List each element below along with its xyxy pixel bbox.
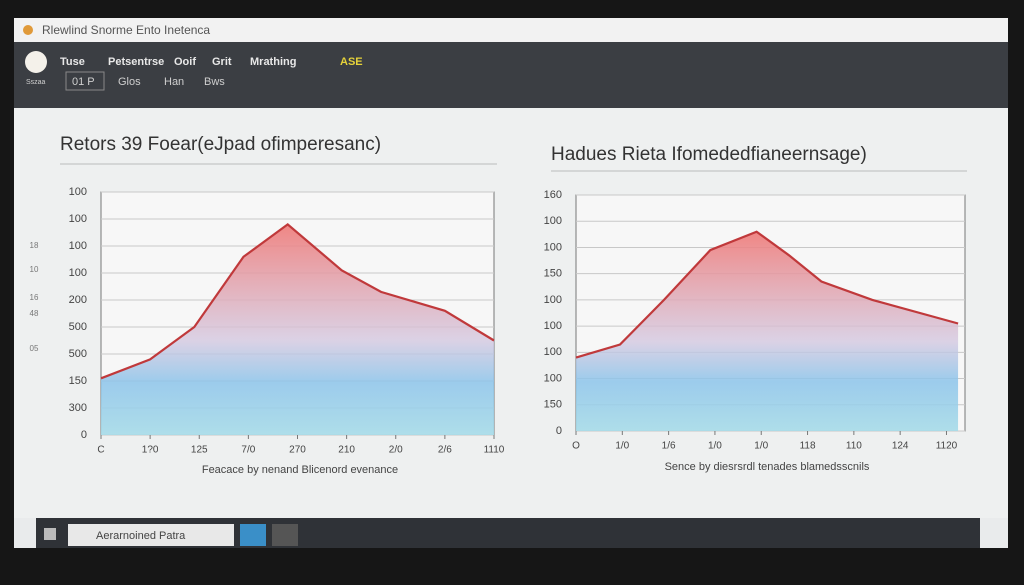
window-title: Rlewlind Snorme Ento Inetenca [42, 23, 210, 37]
y-tick-label: 160 [544, 189, 562, 201]
y-tick-label: 100 [544, 294, 562, 306]
menu-item[interactable]: Mrathing [250, 56, 296, 68]
taskbar-app[interactable] [272, 524, 298, 546]
x-tick-label: 1/0 [754, 441, 768, 452]
toolbar-button[interactable]: Sszaa [26, 79, 46, 86]
area-fill [576, 231, 959, 431]
side-label: 05 [30, 344, 39, 353]
y-tick-label: 100 [544, 372, 562, 384]
side-label: 18 [30, 241, 39, 250]
y-tick-label: 100 [544, 215, 562, 227]
x-tick-label: 2/6 [438, 445, 452, 456]
y-tick-label: 500 [69, 348, 87, 360]
side-label: 16 [30, 293, 39, 302]
x-tick-label: 2/0 [389, 445, 403, 456]
menu-item[interactable]: Ooif [174, 56, 196, 68]
y-tick-label: 100 [69, 267, 87, 279]
y-tick-label: 0 [556, 425, 562, 437]
y-tick-label: 100 [69, 213, 87, 225]
ribbon [14, 42, 1008, 108]
y-tick-label: 200 [69, 294, 87, 306]
y-tick-label: 150 [69, 375, 87, 387]
side-label: 10 [30, 265, 39, 274]
x-tick-label: 270 [289, 445, 306, 456]
taskbar-label: Aerarnoined Patra [96, 530, 186, 542]
x-tick-label: 7/0 [241, 445, 255, 456]
y-tick-label: 0 [81, 429, 87, 441]
y-tick-label: 100 [544, 241, 562, 253]
x-tick-label: 1/0 [615, 441, 629, 452]
title-bar [14, 18, 1008, 42]
x-axis-label: Sence by diesrsrdl tenades blamedsscnils [665, 461, 870, 473]
x-tick-label: 1120 [936, 441, 958, 452]
app-icon [23, 25, 33, 35]
area-line [100, 222, 495, 380]
toolbar-button[interactable]: Bws [204, 76, 225, 88]
x-tick-label: 1/0 [708, 441, 722, 452]
toolbar-button[interactable]: 01 P [72, 76, 95, 88]
y-tick-label: 100 [69, 240, 87, 252]
x-tick-label: C [97, 445, 104, 456]
side-label: 48 [30, 309, 39, 318]
taskbar-item[interactable] [68, 524, 234, 546]
x-tick-label: 118 [800, 441, 816, 452]
x-axis-label: Feacace by nenand Blicenord evenance [202, 464, 398, 476]
x-tick-label: 124 [892, 441, 909, 452]
menu-item[interactable]: ASE [340, 56, 363, 68]
x-tick-label: 210 [338, 445, 355, 456]
x-tick-label: 110 [846, 441, 862, 452]
ribbon-logo [25, 51, 47, 73]
y-tick-label: 100 [69, 186, 87, 198]
area-line [575, 230, 959, 359]
x-tick-label: 1?0 [142, 445, 159, 456]
y-tick-label: 150 [544, 399, 562, 411]
x-tick-label: O [572, 441, 580, 452]
x-tick-label: 1/6 [662, 441, 676, 452]
toolbar-button[interactable]: Han [164, 76, 184, 88]
toolbar-button[interactable]: Glos [118, 76, 141, 88]
y-tick-label: 500 [69, 321, 87, 333]
menu-item[interactable]: Grit [212, 56, 232, 68]
start-button[interactable] [44, 528, 56, 540]
x-tick-label: 125 [191, 445, 208, 456]
y-tick-label: 150 [544, 268, 562, 280]
y-tick-label: 100 [544, 346, 562, 358]
taskbar-app[interactable] [240, 524, 266, 546]
chart-title: Retors 39 Foear(eJpad ofimperesanc) [60, 134, 381, 155]
chart-title: Hadues Rieta Ifomededfianeernsage) [551, 144, 867, 165]
x-tick-label: 1110 [484, 445, 505, 456]
menu-item[interactable]: Tuse [60, 56, 85, 68]
area-fill [101, 224, 494, 435]
toolbar-button-frame [65, 71, 105, 91]
y-tick-label: 100 [544, 320, 562, 332]
y-tick-label: 300 [69, 402, 87, 414]
menu-item[interactable]: Petsentrse [108, 56, 164, 68]
system-tray [828, 526, 978, 544]
